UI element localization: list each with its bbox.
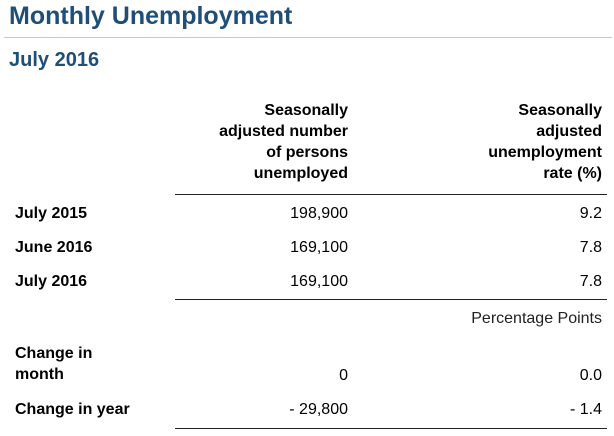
percentage-points-note: Percentage Points bbox=[471, 310, 602, 327]
cell-unemployed-july-2016: 169,100 bbox=[290, 273, 348, 290]
cell-rate-july-2015: 9.2 bbox=[579, 205, 602, 222]
header-line: unemployed bbox=[253, 165, 348, 182]
row-label-july-2016: July 2016 bbox=[15, 273, 88, 290]
row-label-line: Change in bbox=[15, 345, 93, 362]
period-subtitle: July 2016 bbox=[9, 49, 100, 71]
row-label-june-2016: June 2016 bbox=[15, 239, 93, 256]
header-line: Seasonally bbox=[264, 102, 348, 119]
header-line: of persons bbox=[266, 144, 348, 161]
header-divider bbox=[175, 194, 607, 195]
cell-unemployed-june-2016: 169,100 bbox=[290, 239, 348, 256]
row-label-change-in-month: Change in month bbox=[15, 343, 92, 385]
row-label-july-2015: July 2015 bbox=[15, 205, 88, 222]
page-title: Monthly Unemployment bbox=[9, 2, 293, 30]
column-header-unemployed-count: Seasonally adjusted number of persons un… bbox=[170, 100, 348, 184]
row-label-change-in-year: Change in year bbox=[15, 401, 130, 418]
cell-rate-june-2016: 7.8 bbox=[579, 239, 602, 256]
table-bottom-divider bbox=[175, 428, 607, 429]
levels-divider bbox=[175, 299, 607, 300]
cell-rate-change-year: - 1.4 bbox=[569, 401, 602, 418]
cell-unemployed-change-month: 0 bbox=[339, 367, 348, 384]
cell-rate-change-month: 0.0 bbox=[579, 367, 602, 384]
header-line: Seasonally bbox=[518, 102, 602, 119]
header-line: unemployment bbox=[488, 144, 602, 161]
cell-unemployed-change-year: - 29,800 bbox=[289, 401, 348, 418]
row-label-line: month bbox=[15, 366, 64, 383]
header-line: adjusted number bbox=[219, 123, 348, 140]
cell-rate-july-2016: 7.8 bbox=[579, 273, 602, 290]
title-divider bbox=[4, 37, 612, 38]
header-line: rate (%) bbox=[543, 165, 602, 182]
cell-unemployed-july-2015: 198,900 bbox=[290, 205, 348, 222]
column-header-unemployment-rate: Seasonally adjusted unemployment rate (%… bbox=[420, 100, 602, 184]
header-line: adjusted bbox=[536, 123, 602, 140]
